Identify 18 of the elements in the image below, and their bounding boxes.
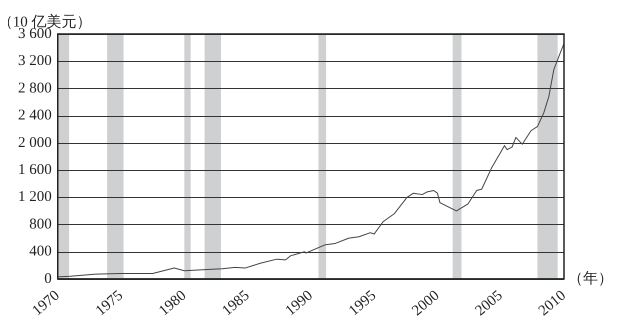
y-tick-label: 3 200 xyxy=(18,53,52,70)
y-tick-label: 1 600 xyxy=(18,162,52,178)
y-tick-label: 800 xyxy=(29,216,52,232)
x-axis-title: （年） xyxy=(568,270,613,287)
y-tick-label: 2 800 xyxy=(18,80,52,96)
y-tick-label: 2 400 xyxy=(18,108,52,124)
x-tick-label: 2010 xyxy=(536,288,570,320)
x-tick-label: 1995 xyxy=(346,288,380,320)
y-tick-label: 0 xyxy=(44,270,52,287)
y-tick-label: 400 xyxy=(29,244,52,260)
x-tick-label: 2000 xyxy=(409,288,443,320)
x-tick-label: 1975 xyxy=(92,288,126,320)
y-tick-label: 2 000 xyxy=(18,134,52,151)
y-tick-label: 1 200 xyxy=(18,189,52,206)
x-tick-label: 1970 xyxy=(30,288,63,320)
x-tick-label: 1990 xyxy=(282,288,316,320)
x-tick-label: 1980 xyxy=(156,288,190,320)
x-tick-label: 1985 xyxy=(219,288,253,320)
